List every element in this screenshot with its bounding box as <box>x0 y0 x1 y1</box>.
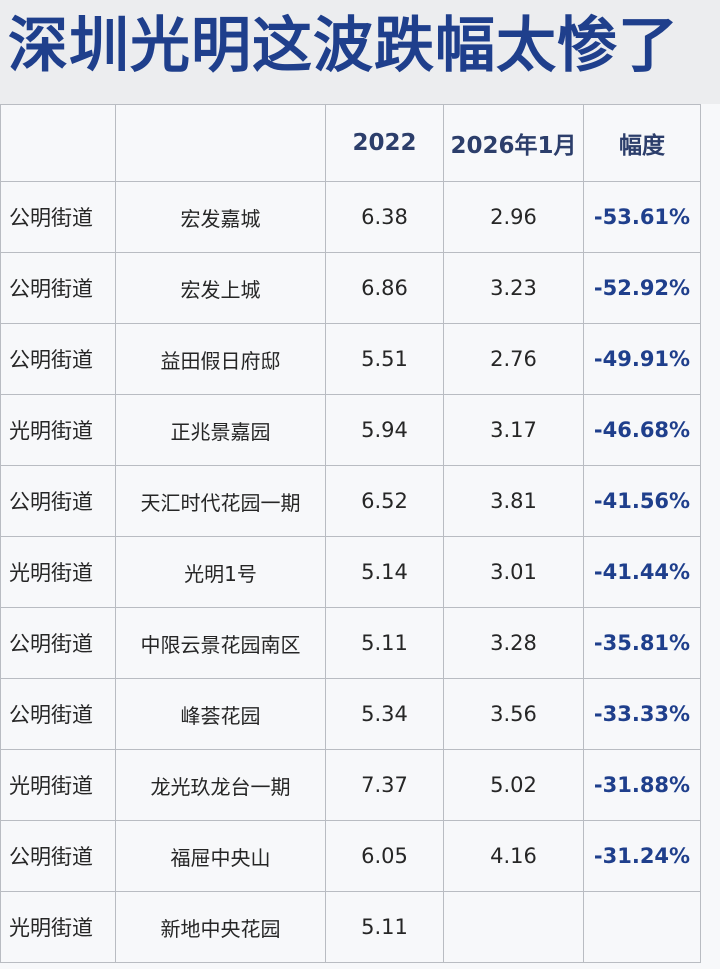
price-2022-cell: 6.05 <box>325 820 444 892</box>
change-cell: -41.56% <box>583 465 701 537</box>
district-cell: 光明街道 <box>0 536 116 608</box>
page-title: 深圳光明这波跌幅太惨了 <box>8 11 679 81</box>
table-row: 公明街道 中限云景花园南区 5.11 3.28 -35.81% <box>0 607 701 679</box>
header-estate <box>115 104 326 182</box>
price-2026-cell: 3.01 <box>443 536 584 608</box>
price-2022-cell: 6.38 <box>325 181 444 253</box>
district-cell: 光明街道 <box>0 749 116 821</box>
price-2022-cell: 5.51 <box>325 323 444 395</box>
table-row: 公明街道 福屉中央山 6.05 4.16 -31.24% <box>0 820 701 892</box>
estate-cell: 宏发嘉城 <box>115 181 326 253</box>
header-2026: 2026年1月 <box>443 104 584 182</box>
table-row: 光明街道 光明1号 5.14 3.01 -41.44% <box>0 536 701 608</box>
district-cell: 公明街道 <box>0 607 116 679</box>
district-cell: 光明街道 <box>0 394 116 466</box>
price-2022-cell: 5.14 <box>325 536 444 608</box>
price-2022-cell: 7.37 <box>325 749 444 821</box>
estate-cell: 新地中央花园 <box>115 891 326 963</box>
price-2026-cell: 3.23 <box>443 252 584 324</box>
price-2026-cell: 4.16 <box>443 820 584 892</box>
table-row: 公明街道 宏发上城 6.86 3.23 -52.92% <box>0 252 701 324</box>
table-row: 公明街道 宏发嘉城 6.38 2.96 -53.61% <box>0 181 701 253</box>
header-district <box>0 104 116 182</box>
district-cell: 公明街道 <box>0 252 116 324</box>
price-2026-cell: 3.17 <box>443 394 584 466</box>
price-2022-cell: 6.86 <box>325 252 444 324</box>
district-cell: 公明街道 <box>0 820 116 892</box>
district-cell: 公明街道 <box>0 678 116 750</box>
header-2022: 2022 <box>325 104 444 182</box>
change-cell: -33.33% <box>583 678 701 750</box>
district-cell: 公明街道 <box>0 465 116 537</box>
price-2026-cell: 2.96 <box>443 181 584 253</box>
table-row: 光明街道 新地中央花园 5.11 <box>0 891 701 963</box>
change-cell: -46.68% <box>583 394 701 466</box>
price-2022-cell: 5.11 <box>325 891 444 963</box>
price-2022-cell: 5.94 <box>325 394 444 466</box>
estate-cell: 益田假日府邸 <box>115 323 326 395</box>
district-cell: 光明街道 <box>0 891 116 963</box>
table-row: 公明街道 天汇时代花园一期 6.52 3.81 -41.56% <box>0 465 701 537</box>
change-cell <box>583 891 701 963</box>
table-row: 公明街道 峰荟花园 5.34 3.56 -33.33% <box>0 678 701 750</box>
change-cell: -53.61% <box>583 181 701 253</box>
change-cell: -31.88% <box>583 749 701 821</box>
price-2026-cell: 2.76 <box>443 323 584 395</box>
price-2026-cell: 3.56 <box>443 678 584 750</box>
estate-cell: 福屉中央山 <box>115 820 326 892</box>
change-cell: -52.92% <box>583 252 701 324</box>
district-cell: 公明街道 <box>0 181 116 253</box>
price-2022-cell: 5.34 <box>325 678 444 750</box>
price-2026-cell: 3.81 <box>443 465 584 537</box>
header-change: 幅度 <box>583 104 701 182</box>
estate-cell: 天汇时代花园一期 <box>115 465 326 537</box>
table-row: 光明街道 正兆景嘉园 5.94 3.17 -46.68% <box>0 394 701 466</box>
estate-cell: 正兆景嘉园 <box>115 394 326 466</box>
table-row: 光明街道 龙光玖龙台一期 7.37 5.02 -31.88% <box>0 749 701 821</box>
table-header-row: 2022 2026年1月 幅度 <box>0 104 701 182</box>
change-cell: -41.44% <box>583 536 701 608</box>
estate-cell: 峰荟花园 <box>115 678 326 750</box>
price-2026-cell <box>443 891 584 963</box>
price-table-sheet: 2022 2026年1月 幅度 公明街道 宏发嘉城 6.38 2.96 -53.61% 公… <box>0 104 720 969</box>
change-cell: -31.24% <box>583 820 701 892</box>
price-2026-cell: 5.02 <box>443 749 584 821</box>
change-cell: -49.91% <box>583 323 701 395</box>
price-2022-cell: 5.11 <box>325 607 444 679</box>
estate-cell: 宏发上城 <box>115 252 326 324</box>
price-2026-cell: 3.28 <box>443 607 584 679</box>
estate-cell: 中限云景花园南区 <box>115 607 326 679</box>
price-table: 2022 2026年1月 幅度 公明街道 宏发嘉城 6.38 2.96 -53.61% 公… <box>0 104 701 963</box>
price-2022-cell: 6.52 <box>325 465 444 537</box>
table-row: 公明街道 益田假日府邸 5.51 2.76 -49.91% <box>0 323 701 395</box>
estate-cell: 龙光玖龙台一期 <box>115 749 326 821</box>
change-cell: -35.81% <box>583 607 701 679</box>
district-cell: 公明街道 <box>0 323 116 395</box>
estate-cell: 光明1号 <box>115 536 326 608</box>
